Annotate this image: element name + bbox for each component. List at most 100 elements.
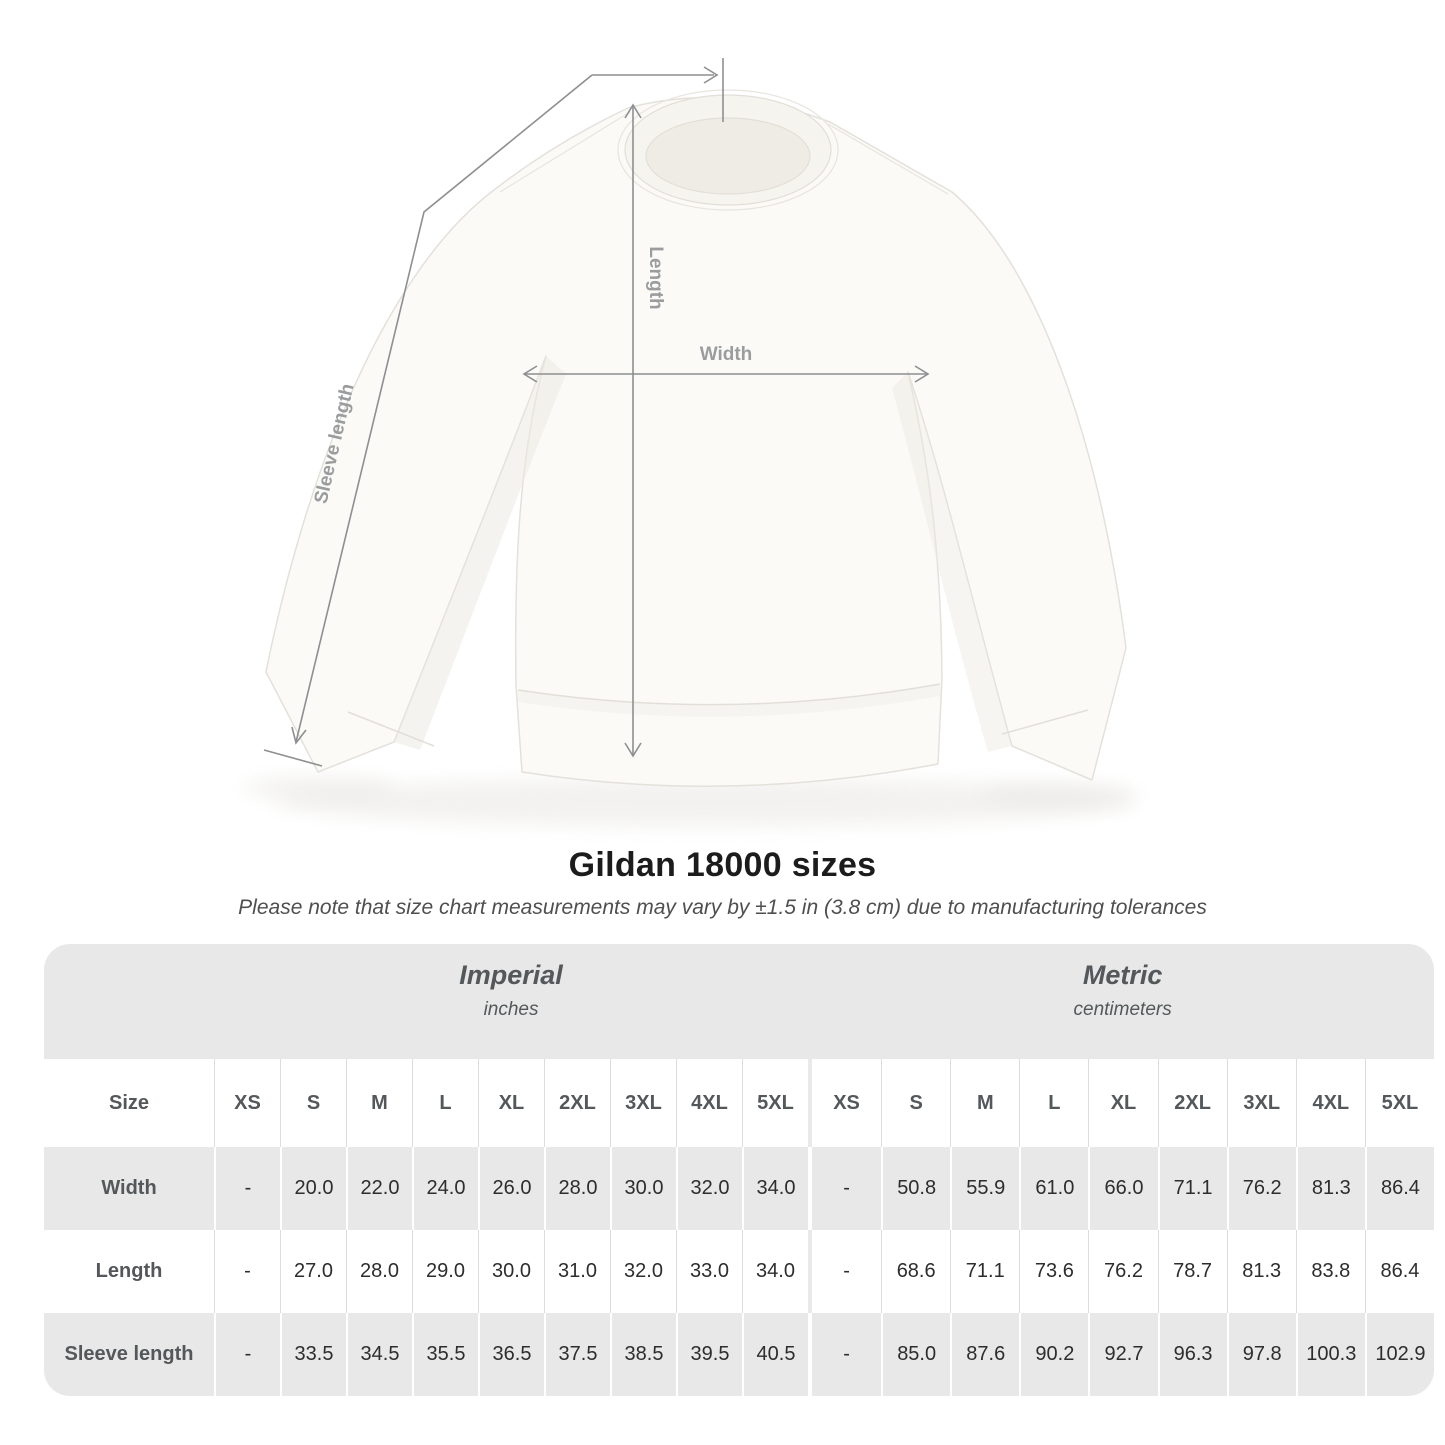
- size-value: 28.0: [544, 1147, 610, 1230]
- metric-group-header: Metric centimeters: [1074, 960, 1172, 1021]
- size-value: 100.3: [1295, 1313, 1365, 1396]
- collar-outer-seam: [617, 89, 839, 211]
- size-value: 33.5: [280, 1313, 346, 1396]
- size-value: 78.7: [1157, 1230, 1227, 1313]
- size-value: 39.5: [676, 1313, 742, 1396]
- page-title: Gildan 18000 sizes: [568, 846, 877, 884]
- size-col-header: 3XL: [610, 1059, 676, 1147]
- size-value: 34.5: [346, 1313, 412, 1396]
- fabric-shading: [394, 356, 566, 750]
- table-row-width: Width - 20.0 22.0 24.0 26.0 28.0 30.0 32…: [44, 1147, 1434, 1230]
- arrow-up-icon: [624, 103, 642, 119]
- size-value: 32.0: [676, 1147, 742, 1230]
- metric-subtitle: centimeters: [1073, 999, 1172, 1020]
- metric-title: Metric: [1082, 960, 1163, 990]
- size-value: 50.8: [881, 1147, 950, 1230]
- size-value: -: [843, 1177, 850, 1199]
- size-value: 30.0: [478, 1230, 544, 1313]
- size-value: 87.6: [950, 1313, 1019, 1396]
- size-col-header: XL: [478, 1059, 544, 1147]
- size-value: -: [843, 1260, 850, 1282]
- fabric-shading: [518, 684, 940, 717]
- sleeve-dimension: [263, 58, 724, 767]
- size-col-header: XS: [833, 1091, 860, 1114]
- sweatshirt-size-diagram: Length Width Sleeve length: [245, 58, 1138, 826]
- shoulder-seam-right: [827, 123, 949, 195]
- size-value: 30.0: [610, 1147, 676, 1230]
- size-value: 27.0: [280, 1230, 346, 1313]
- size-value: 83.8: [1295, 1230, 1365, 1313]
- sleeve-dimension-line: [295, 74, 593, 743]
- row-label-length: Length: [95, 1260, 163, 1282]
- length-dimension: [624, 103, 642, 758]
- size-col-header: M: [950, 1059, 1019, 1147]
- size-value: 38.5: [610, 1313, 676, 1396]
- size-value: 55.9: [950, 1147, 1019, 1230]
- size-col-header: S: [881, 1059, 950, 1147]
- size-value: -: [214, 1230, 280, 1313]
- size-col-header: 4XL: [1295, 1059, 1365, 1147]
- size-value: 92.7: [1088, 1313, 1157, 1396]
- table-row-sleeve-length: Sleeve length - 33.5 34.5 35.5 36.5 37.5…: [44, 1313, 1434, 1396]
- units-band: Imperial inches Metric centimeters: [44, 944, 1434, 1059]
- size-value: 90.2: [1019, 1313, 1088, 1396]
- size-col-header: 5XL: [742, 1059, 808, 1147]
- sweatshirt-body: [265, 97, 1127, 787]
- size-value: 22.0: [346, 1147, 412, 1230]
- size-value: -: [214, 1147, 280, 1230]
- size-value: 36.5: [478, 1313, 544, 1396]
- size-col-header: S: [280, 1059, 346, 1147]
- size-value: 26.0: [478, 1147, 544, 1230]
- arrow-right-icon: [703, 66, 719, 84]
- size-value: 33.0: [676, 1230, 742, 1313]
- size-table: Imperial inches Metric centimeters Size …: [44, 944, 1434, 1396]
- size-value: 31.0: [544, 1230, 610, 1313]
- size-col-header: XL: [1088, 1059, 1157, 1147]
- unit-group-divider: [808, 1059, 812, 1147]
- length-label: Length: [645, 246, 666, 309]
- size-value: 37.5: [544, 1313, 610, 1396]
- size-value: 24.0: [412, 1147, 478, 1230]
- table-header-row: Size XS S M L XL 2XL 3XL 4XL 5XL XS S M …: [44, 1059, 1434, 1147]
- size-diagram-svg: Length Width Sleeve length: [245, 58, 1138, 826]
- size-value: -: [214, 1313, 280, 1396]
- size-value: 28.0: [346, 1230, 412, 1313]
- size-value: 68.6: [881, 1230, 950, 1313]
- size-value: 97.8: [1226, 1313, 1296, 1396]
- row-label-width: Width: [101, 1177, 157, 1199]
- size-col-header: 3XL: [1226, 1059, 1296, 1147]
- sleeve-end-tick-bottom: [263, 749, 323, 767]
- table-row-length: Length - 27.0 28.0 29.0 30.0 31.0 32.0 3…: [44, 1230, 1434, 1313]
- size-value: 71.1: [950, 1230, 1019, 1313]
- cuff-seam-right: [1001, 709, 1089, 735]
- size-col-header: L: [412, 1059, 478, 1147]
- size-col-header: 5XL: [1364, 1059, 1434, 1147]
- size-col-header: 4XL: [676, 1059, 742, 1147]
- size-value: 102.9: [1364, 1313, 1434, 1396]
- size-col-header: 2XL: [544, 1059, 610, 1147]
- size-col-header: L: [1019, 1059, 1088, 1147]
- arrow-right-icon: [914, 365, 930, 383]
- ground-shadow: [275, 778, 1135, 826]
- width-label: Width: [700, 344, 753, 365]
- size-value: 40.5: [742, 1313, 808, 1396]
- size-col-header: M: [346, 1059, 412, 1147]
- arrow-left-icon: [522, 365, 538, 383]
- shoulder-seam-left: [499, 111, 631, 193]
- size-value: 86.4: [1364, 1230, 1434, 1313]
- imperial-subtitle: inches: [483, 999, 539, 1020]
- size-value: 76.2: [1088, 1230, 1157, 1313]
- size-value: 81.3: [1226, 1230, 1296, 1313]
- imperial-title: Imperial: [459, 960, 563, 990]
- unit-group-divider: [808, 1313, 812, 1396]
- width-dimension: [522, 365, 930, 383]
- row-label-sleeve-length: Sleeve length: [64, 1343, 194, 1365]
- size-col-header: XS: [214, 1059, 280, 1147]
- cuff-shadow-left: [245, 776, 395, 800]
- size-value: 29.0: [412, 1230, 478, 1313]
- size-header-cell: Size: [108, 1091, 150, 1114]
- sweatshirt-illustration: [245, 89, 1138, 826]
- size-value: 73.6: [1019, 1230, 1088, 1313]
- size-col-header: 2XL: [1157, 1059, 1227, 1147]
- unit-group-divider: [808, 1147, 812, 1230]
